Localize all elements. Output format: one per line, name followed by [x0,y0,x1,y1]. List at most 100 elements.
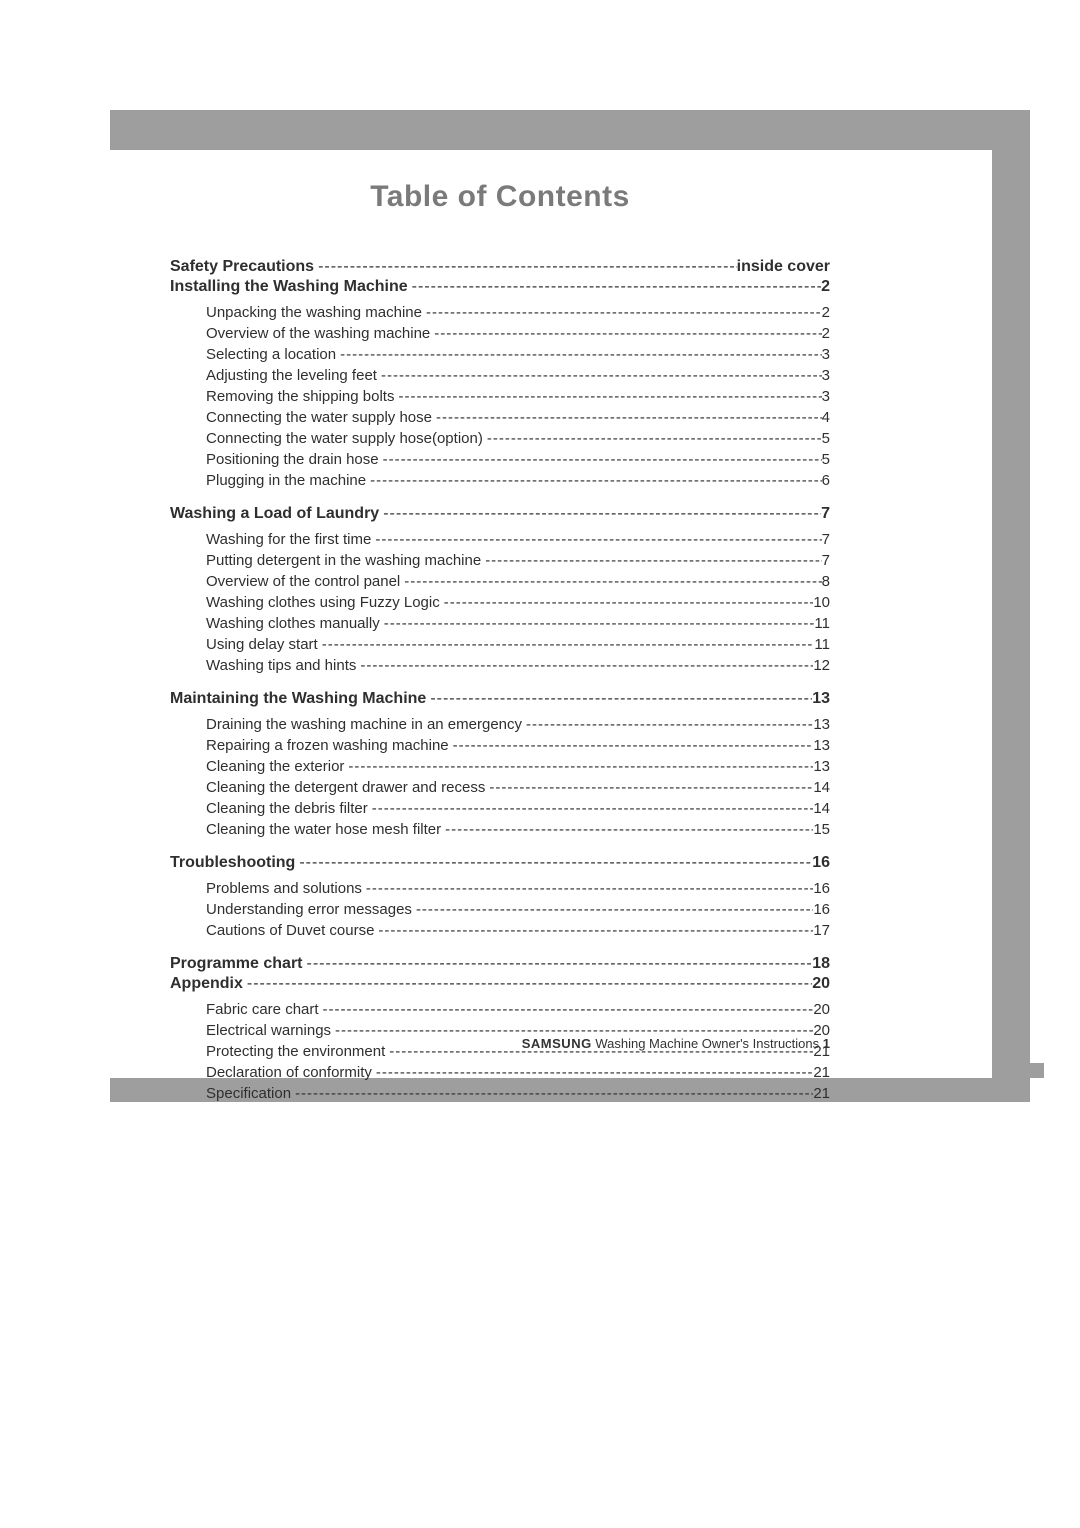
toc-subitem-label: Connecting the water supply hose [206,407,432,428]
toc-leader: ----------------------------------------… [380,613,815,634]
toc-subitem-label: Washing clothes using Fuzzy Logic [206,592,440,613]
page-canvas: Table of Contents Safety Precautions----… [0,0,1080,1528]
toc-subitem-page: 13 [813,756,830,777]
toc-section-page: 7 [821,505,830,523]
toc-leader: ----------------------------------------… [303,955,813,973]
toc-subitem-label: Putting detergent in the washing machine [206,550,481,571]
toc-section-page: inside cover [737,258,830,276]
toc-subitem-page: 2 [822,302,830,323]
toc-subitem-page: 6 [822,470,830,491]
toc-section-page: 18 [812,955,830,973]
toc-leader: ----------------------------------------… [441,819,813,840]
toc-subitem: Washing clothes using Fuzzy Logic ------… [206,592,830,613]
toc-subitem-label: Cleaning the exterior [206,756,344,777]
toc-leader: ----------------------------------------… [426,690,812,708]
toc-subitem-label: Understanding error messages [206,899,412,920]
toc-section: Installing the Washing Machine----------… [170,278,830,296]
toc-subitem-label: Unpacking the washing machine [206,302,422,323]
toc-subitem-label: Washing clothes manually [206,613,380,634]
toc-subitem: Removing the shipping bolts ------------… [206,386,830,407]
toc-leader: ----------------------------------------… [314,258,737,276]
toc-subitem-page: 11 [814,613,830,634]
toc-subitem: Repairing a frozen washing machine -----… [206,735,830,756]
toc-subitem: Fabric care chart ----------------------… [206,999,830,1020]
toc-leader: ----------------------------------------… [371,529,821,550]
toc-subitem: Washing clothes manually ---------------… [206,613,830,634]
toc-subitem-page: 12 [813,655,830,676]
toc-subitem-label: Washing tips and hints [206,655,356,676]
toc-leader: ----------------------------------------… [356,655,813,676]
toc-leader: ----------------------------------------… [481,550,821,571]
toc-subitem-page: 5 [822,449,830,470]
toc-subitem: Problems and solutions -----------------… [206,878,830,899]
toc-section-label: Installing the Washing Machine [170,278,408,296]
page-footer: SAMSUNG Washing Machine Owner's Instruct… [170,1036,830,1051]
toc-subitem: Understanding error messages -----------… [206,899,830,920]
toc-leader: ----------------------------------------… [295,854,812,872]
toc-leader: ----------------------------------------… [485,777,813,798]
toc-leader: ----------------------------------------… [372,1062,813,1083]
toc-subitem-label: Problems and solutions [206,878,362,899]
toc-subitem: Plugging in the machine ----------------… [206,470,830,491]
toc-subitem-label: Draining the washing machine in an emerg… [206,714,522,735]
toc-leader: ----------------------------------------… [430,323,821,344]
toc-subitem-label: Plugging in the machine [206,470,366,491]
toc-sublist: Draining the washing machine in an emerg… [206,714,830,840]
toc-section-page: 2 [821,278,830,296]
footer-page-number: 1 [823,1036,830,1051]
toc-subitem-label: Declaration of conformity [206,1062,372,1083]
toc-subitem-page: 5 [822,428,830,449]
toc-leader: ----------------------------------------… [422,302,822,323]
toc-leader: ----------------------------------------… [366,470,822,491]
toc-subitem: Overview of the washing machine --------… [206,323,830,344]
toc-subitem-label: Positioning the drain hose [206,449,379,470]
toc-subitem-label: Using delay start [206,634,318,655]
toc-subitem-label: Cleaning the water hose mesh filter [206,819,441,840]
toc-sublist: Problems and solutions -----------------… [206,878,830,941]
toc-subitem-page: 13 [813,714,830,735]
page-tab-notch [992,1063,1044,1078]
toc-section-page: 20 [812,975,830,993]
toc-subitem-page: 7 [822,550,830,571]
toc-section: Maintaining the Washing Machine---------… [170,690,830,708]
toc-leader: ----------------------------------------… [362,878,813,899]
page-title: Table of Contents [170,180,830,214]
toc-leader: ----------------------------------------… [449,735,814,756]
toc-subitem: Washing tips and hints -----------------… [206,655,830,676]
toc-subitem-page: 3 [822,344,830,365]
toc-leader: ----------------------------------------… [243,975,812,993]
toc-subitem-page: 3 [822,386,830,407]
toc-section: Programme chart-------------------------… [170,955,830,973]
toc-subitem-label: Cautions of Duvet course [206,920,374,941]
toc-subitem-page: 14 [813,798,830,819]
border-right [992,110,1030,1102]
toc-subitem-page: 15 [813,819,830,840]
toc-subitem-page: 14 [813,777,830,798]
toc-leader: ----------------------------------------… [377,365,822,386]
toc-leader: ----------------------------------------… [408,278,821,296]
toc-leader: ----------------------------------------… [522,714,813,735]
toc-subitem-label: Fabric care chart [206,999,319,1020]
toc-subitem-label: Selecting a location [206,344,336,365]
toc-leader: ----------------------------------------… [368,798,814,819]
toc-subitem-page: 13 [813,735,830,756]
border-top [110,110,1030,150]
toc-subitem: Draining the washing machine in an emerg… [206,714,830,735]
toc-subitem-page: 8 [822,571,830,592]
toc-subitem: Putting detergent in the washing machine… [206,550,830,571]
toc-subitem: Positioning the drain hose -------------… [206,449,830,470]
toc-leader: ----------------------------------------… [379,505,821,523]
toc-subitem-page: 2 [822,323,830,344]
toc-leader: ----------------------------------------… [432,407,822,428]
toc-subitem: Connecting the water supply hose(option)… [206,428,830,449]
toc-section-label: Appendix [170,975,243,993]
toc-leader: ----------------------------------------… [291,1083,813,1104]
toc-subitem: Adjusting the leveling feet ------------… [206,365,830,386]
toc-subitem-page: 16 [813,878,830,899]
footer-text: Washing Machine Owner's Instructions [595,1036,819,1051]
toc-subitem-page: 10 [813,592,830,613]
toc-leader: ----------------------------------------… [344,756,813,777]
toc-subitem-label: Adjusting the leveling feet [206,365,377,386]
footer-brand: SAMSUNG [522,1036,592,1051]
toc-section-page: 13 [812,690,830,708]
